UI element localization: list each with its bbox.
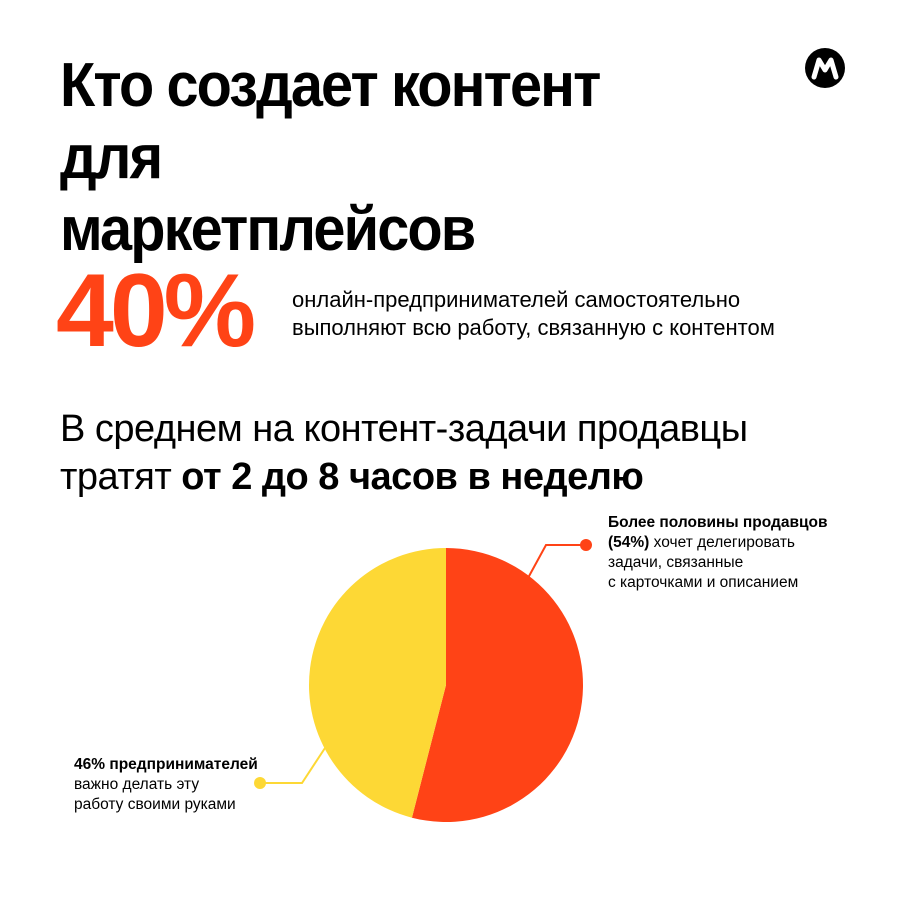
annotation-46-bold: 46% предпринимателей xyxy=(74,756,258,773)
stat-value: 40% xyxy=(56,253,256,369)
annotation-54-line-3: с карточками и описанием xyxy=(608,574,799,591)
annotation-54-line-1: хочет делегировать xyxy=(649,534,795,551)
leader-lines xyxy=(254,539,592,789)
average-line-2-bold: от 2 до 8 часов в неделю xyxy=(181,456,644,498)
pie-slice-46 xyxy=(308,548,446,818)
stat-desc-line-1: онлайн-предпринимателей самостоятельно xyxy=(292,287,741,312)
annotation-46-line-1: важно делать эту xyxy=(74,776,200,793)
average-line-2-prefix: тратят xyxy=(60,456,182,498)
stat-description: онлайн-предпринимателей самостоятельно в… xyxy=(292,286,852,342)
leader-dot-right xyxy=(580,539,592,551)
leader-dot-left xyxy=(254,777,266,789)
market-logo-icon xyxy=(805,48,845,88)
annotation-54: Более половины продавцов (54%) хочет дел… xyxy=(608,513,848,593)
title-line-1: Кто создает контент для xyxy=(60,51,601,192)
pie-slices xyxy=(308,548,583,823)
stat-desc-line-2: выполняют всю работу, связанную с контен… xyxy=(292,315,775,340)
annotation-54-line-2: задачи, связанные xyxy=(608,554,744,571)
annotation-46: 46% предпринимателей важно делать эту ра… xyxy=(74,755,304,815)
average-line-1: В среднем на контент-задачи продавцы xyxy=(60,408,748,450)
leader-line-right xyxy=(527,544,585,579)
annotation-46-line-2: работу своими руками xyxy=(74,796,236,813)
page-title: Кто создает контент для маркетплейсов xyxy=(60,50,711,266)
title-line-2: маркетплейсов xyxy=(60,195,476,264)
pie-slice-54 xyxy=(411,548,583,823)
leader-line-left xyxy=(262,747,326,784)
annotation-54-bold: Более половины продавцов (54%) xyxy=(608,514,828,551)
average-statement: В среднем на контент-задачи продавцы тра… xyxy=(60,405,860,501)
